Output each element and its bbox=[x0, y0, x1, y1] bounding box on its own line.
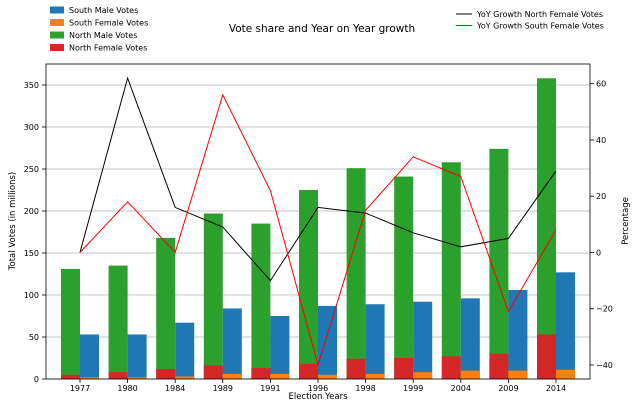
legend-label: South Male Votes bbox=[69, 6, 138, 15]
line-yoy-south-female bbox=[79, 93, 557, 367]
bar-south-male bbox=[175, 322, 195, 379]
x-tick-label: 1980 bbox=[117, 384, 137, 393]
y-right-tick-label: −40 bbox=[596, 361, 613, 370]
bar-north-female bbox=[251, 368, 271, 379]
y-right-tick-label: 0 bbox=[596, 248, 601, 257]
x-tick-label: 1984 bbox=[165, 384, 185, 393]
bar-south-female bbox=[460, 370, 480, 379]
legend-lines: YoY Growth North Female Votes YoY Growth … bbox=[456, 10, 604, 31]
bar-south-female bbox=[222, 373, 242, 379]
y-right-tick-label: 40 bbox=[596, 136, 606, 145]
bar-north-female bbox=[346, 358, 366, 379]
y-right-tick-label: −20 bbox=[596, 305, 613, 314]
bar-north-male bbox=[251, 223, 271, 379]
bar-south-male bbox=[460, 298, 480, 379]
legend-swatch bbox=[50, 6, 64, 14]
bar-south-male bbox=[318, 305, 337, 379]
y-tick-label: 250 bbox=[24, 165, 39, 174]
legend-bars: South Male Votes South Female Votes North … bbox=[50, 6, 148, 53]
bar-south-male bbox=[508, 289, 528, 379]
x-tick-label: 1991 bbox=[260, 384, 280, 393]
bar-north-male bbox=[489, 148, 509, 379]
bar-south-female bbox=[365, 373, 385, 379]
bar-north-male bbox=[537, 78, 556, 379]
bar-south-male bbox=[222, 308, 242, 379]
bar-north-female bbox=[537, 334, 556, 379]
x-tick-label: 1996 bbox=[308, 384, 328, 393]
y-axis-label: Total Votes (in millions) bbox=[8, 172, 18, 271]
bar-south-male bbox=[270, 316, 290, 379]
x-axis-label: Election Years bbox=[288, 392, 348, 402]
line-yoy-north-female bbox=[79, 76, 557, 282]
bar-south-male bbox=[365, 304, 385, 379]
bar-south-male bbox=[413, 301, 433, 379]
bar-south-female bbox=[127, 377, 147, 379]
y-tick-label: 150 bbox=[24, 249, 39, 258]
bar-north-female bbox=[156, 368, 176, 379]
bar-north-female bbox=[61, 374, 80, 379]
x-tick-label: 2014 bbox=[546, 384, 566, 393]
bar-south-female bbox=[318, 374, 337, 379]
bar-north-female bbox=[394, 358, 414, 379]
bar-north-female bbox=[489, 353, 509, 379]
x-tick-label: 2009 bbox=[498, 384, 518, 393]
y-right-tick-label: 20 bbox=[596, 192, 606, 201]
y-tick-label: 300 bbox=[24, 123, 39, 132]
bar-north-male bbox=[441, 162, 461, 379]
bar-south-male bbox=[556, 272, 575, 379]
y-tick-label: 350 bbox=[24, 81, 39, 90]
bar-north-female bbox=[299, 363, 318, 379]
bar-south-female bbox=[508, 370, 528, 379]
legend-label: YoY Growth South Female Votes bbox=[476, 22, 604, 31]
left-axis-ticks: 0 50 100 150 200 250 300 350 bbox=[24, 81, 46, 384]
chart-title: Vote share and Year on Year growth bbox=[229, 23, 415, 35]
y-tick-label: 200 bbox=[24, 207, 39, 216]
y-right-tick-label: 60 bbox=[596, 80, 606, 89]
legend-label: North Female Votes bbox=[69, 44, 147, 53]
x-tick-label: 2004 bbox=[451, 384, 471, 393]
legend-label: North Male Votes bbox=[69, 31, 137, 40]
right-axis-ticks: −40 −20 0 20 40 60 bbox=[590, 80, 613, 370]
bar-south-female bbox=[80, 377, 99, 379]
bar-south-female bbox=[556, 369, 575, 379]
bars-layer bbox=[61, 78, 575, 379]
bar-south-female bbox=[175, 376, 195, 379]
x-tick-label: 1998 bbox=[355, 384, 375, 393]
bar-north-male bbox=[203, 213, 223, 379]
legend-swatch bbox=[50, 19, 64, 26]
y-tick-label: 50 bbox=[29, 333, 39, 342]
x-axis-ticks: 1977 1980 1984 1989 1991 1996 1998 1999 2004 2009… bbox=[70, 379, 566, 393]
legend-swatch bbox=[50, 44, 64, 51]
legend-label: South Female Votes bbox=[69, 19, 148, 28]
bar-south-male bbox=[80, 334, 99, 379]
bar-north-female bbox=[203, 365, 223, 379]
bar-north-male bbox=[108, 265, 128, 379]
bar-south-female bbox=[270, 373, 290, 379]
legend-swatch bbox=[50, 31, 64, 39]
bar-north-male bbox=[394, 176, 414, 379]
bar-south-male bbox=[127, 334, 147, 379]
y-axis-right-label: Percentage bbox=[621, 197, 631, 245]
y-tick-label: 0 bbox=[34, 375, 39, 384]
x-tick-label: 1999 bbox=[403, 384, 423, 393]
bar-south-female bbox=[413, 372, 433, 379]
y-tick-label: 100 bbox=[24, 291, 39, 300]
bar-north-female bbox=[108, 372, 128, 379]
lines-layer bbox=[79, 76, 557, 367]
legend-label: YoY Growth North Female Votes bbox=[476, 10, 603, 19]
bar-north-male bbox=[156, 237, 176, 379]
bar-north-male bbox=[346, 168, 366, 379]
x-tick-label: 1989 bbox=[213, 384, 233, 393]
bar-north-female bbox=[441, 356, 461, 379]
bar-north-male bbox=[61, 268, 80, 379]
bar-north-male bbox=[299, 190, 318, 379]
x-tick-label: 1977 bbox=[70, 384, 90, 393]
